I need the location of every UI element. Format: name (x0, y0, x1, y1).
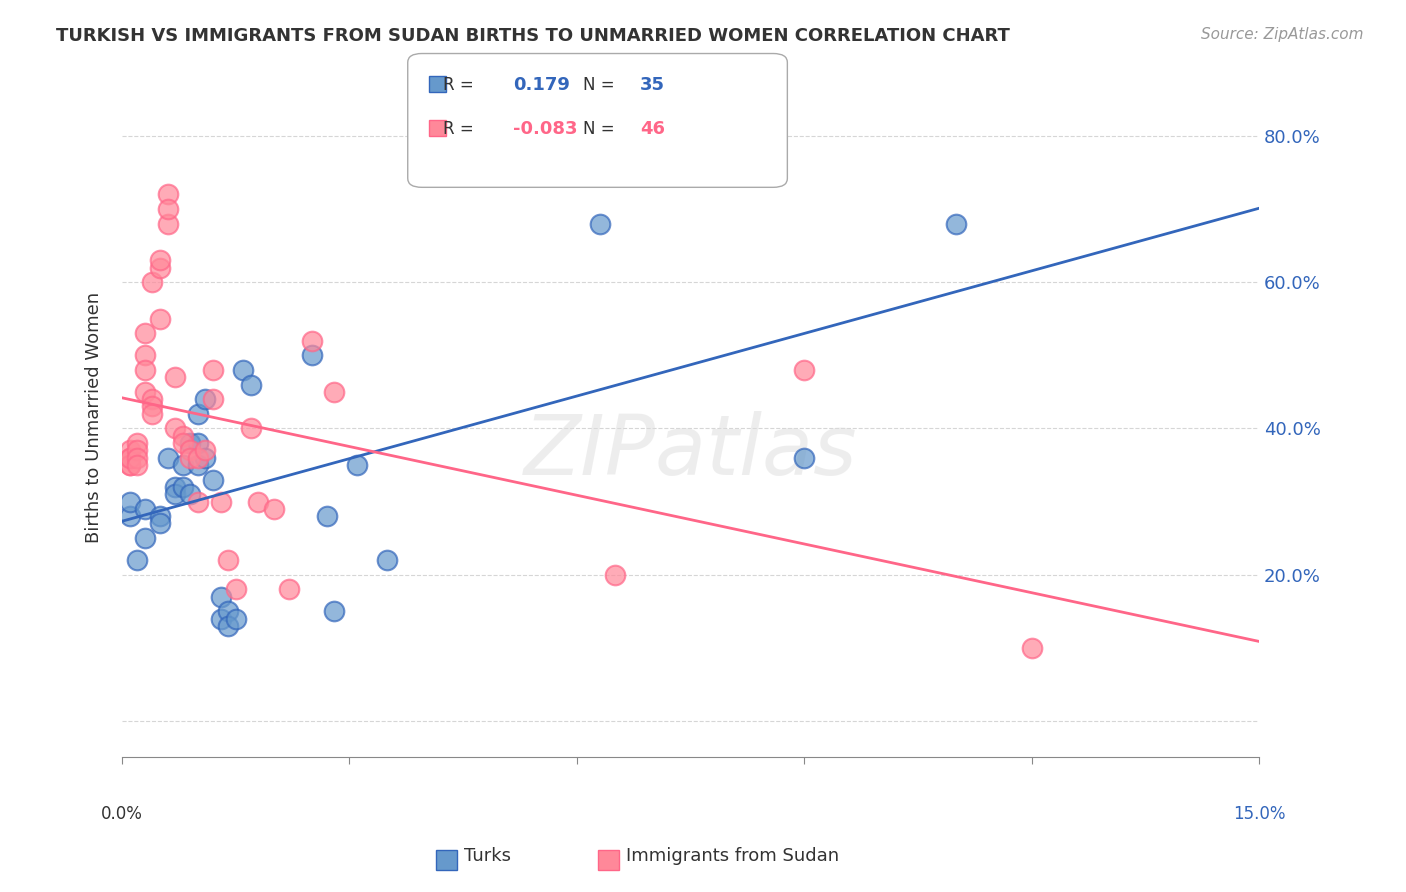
Text: N =: N = (583, 120, 614, 138)
Point (127, 450, 149, 465)
Point (127, 458, 149, 472)
Point (793, 363, 815, 377)
Point (209, 494, 232, 508)
Text: Source: ZipAtlas.com: Source: ZipAtlas.com (1201, 27, 1364, 42)
Point (201, 392, 224, 407)
Point (201, 363, 224, 377)
Point (301, 334, 323, 348)
Point (194, 443, 217, 458)
Text: R =: R = (443, 120, 474, 138)
Point (217, 553, 239, 567)
Point (118, 458, 141, 472)
Point (301, 348, 323, 362)
Point (179, 443, 201, 458)
Point (263, 501, 285, 516)
Point (172, 458, 194, 472)
Point (127, 436, 149, 450)
Point (187, 407, 209, 421)
Point (187, 436, 209, 450)
Point (187, 450, 209, 465)
Point (603, 567, 626, 582)
Point (165, 487, 187, 501)
Point (134, 363, 156, 377)
Point (247, 494, 270, 508)
Text: -0.083: -0.083 (513, 120, 578, 138)
Point (346, 458, 368, 472)
Text: N =: N = (583, 76, 614, 94)
Point (165, 421, 187, 435)
Point (134, 531, 156, 545)
Text: R =: R = (443, 76, 474, 94)
Point (134, 348, 156, 362)
Text: ZIPatlas: ZIPatlas (523, 411, 858, 492)
Point (118, 450, 141, 465)
Text: 0.0%: 0.0% (101, 805, 143, 823)
Point (165, 480, 187, 494)
Point (239, 377, 262, 392)
Point (209, 590, 232, 604)
Point (118, 458, 141, 472)
Point (194, 450, 217, 465)
Point (588, 217, 610, 231)
Point (134, 501, 156, 516)
Point (149, 260, 172, 275)
Point (172, 428, 194, 442)
Point (323, 604, 346, 618)
Point (217, 619, 239, 633)
Text: 0.179: 0.179 (513, 76, 569, 94)
Point (149, 509, 172, 524)
Point (217, 604, 239, 618)
Point (179, 450, 201, 465)
Point (134, 384, 156, 399)
Point (945, 217, 967, 231)
Point (156, 450, 179, 465)
Text: Immigrants from Sudan: Immigrants from Sudan (626, 847, 839, 865)
Point (156, 187, 179, 202)
Point (141, 275, 163, 289)
Point (156, 217, 179, 231)
Point (149, 516, 172, 531)
Text: Turks: Turks (464, 847, 510, 865)
Point (118, 509, 141, 524)
Point (141, 407, 163, 421)
Y-axis label: Births to Unmarried Women: Births to Unmarried Women (86, 292, 103, 543)
Point (156, 202, 179, 216)
Point (232, 363, 254, 377)
Point (225, 582, 247, 597)
Point (172, 436, 194, 450)
Point (793, 450, 815, 465)
Point (315, 509, 337, 524)
Point (141, 400, 163, 414)
Point (141, 392, 163, 407)
Point (239, 421, 262, 435)
Point (118, 494, 141, 508)
Text: 15.0%: 15.0% (1233, 805, 1285, 823)
Text: TURKISH VS IMMIGRANTS FROM SUDAN BIRTHS TO UNMARRIED WOMEN CORRELATION CHART: TURKISH VS IMMIGRANTS FROM SUDAN BIRTHS … (56, 27, 1010, 45)
Point (172, 480, 194, 494)
Point (127, 443, 149, 458)
Point (187, 458, 209, 472)
Point (179, 436, 201, 450)
Point (127, 553, 149, 567)
Point (194, 392, 217, 407)
Point (149, 253, 172, 268)
Point (187, 494, 209, 508)
Point (149, 311, 172, 326)
Point (134, 326, 156, 341)
Point (118, 443, 141, 458)
Point (277, 582, 299, 597)
Point (225, 611, 247, 625)
Point (209, 611, 232, 625)
Point (323, 384, 346, 399)
Point (1021, 640, 1043, 655)
Point (118, 450, 141, 465)
Text: 35: 35 (640, 76, 665, 94)
Point (179, 487, 201, 501)
Point (375, 553, 398, 567)
Point (165, 370, 187, 384)
Point (201, 473, 224, 487)
Text: 46: 46 (640, 120, 665, 138)
